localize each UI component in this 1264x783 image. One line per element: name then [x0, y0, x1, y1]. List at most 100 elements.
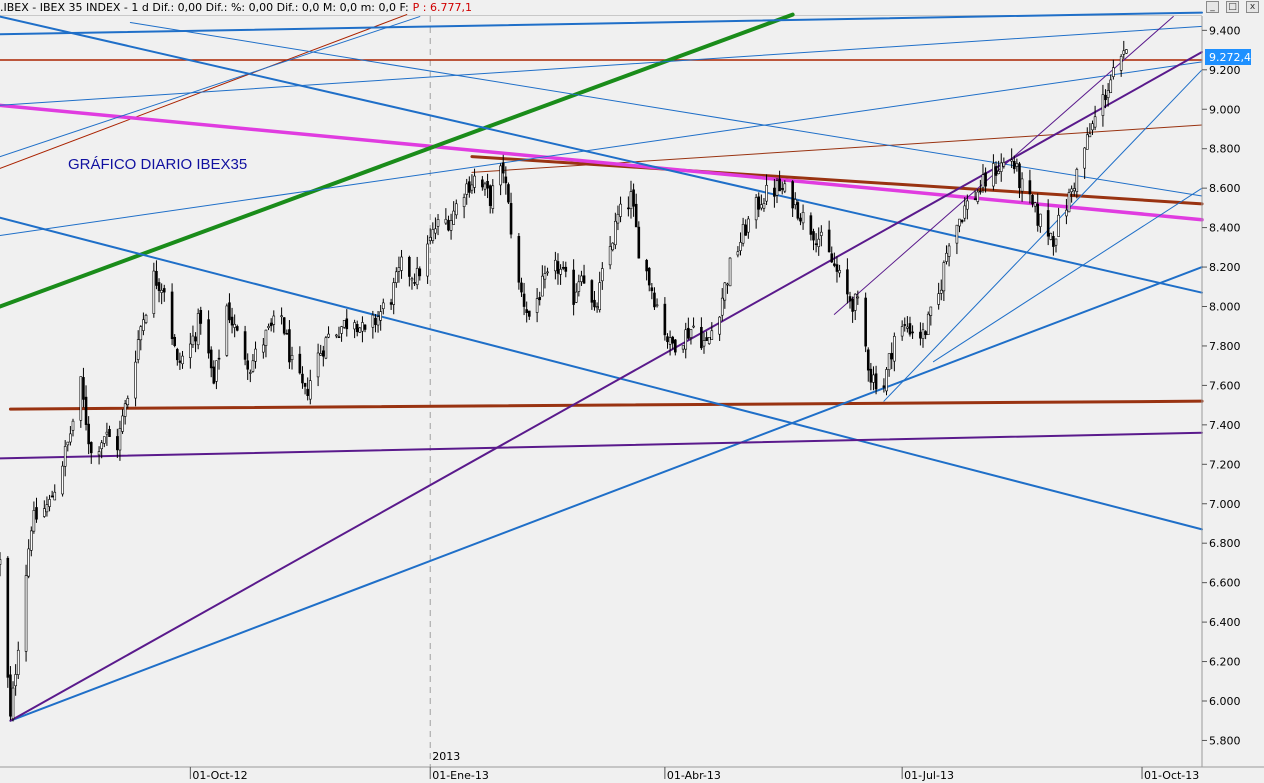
candle-body: [434, 228, 437, 234]
y-tick-label: 9.400: [1209, 24, 1241, 37]
candle-body: [225, 305, 229, 356]
candle-body: [1031, 194, 1034, 205]
candle-body: [653, 292, 656, 308]
candle-body: [61, 465, 64, 495]
candle-body: [465, 183, 469, 195]
candle-body: [1015, 163, 1019, 167]
candle-body: [400, 256, 403, 271]
price-axis[interactable]: 5.800 6.000 6.200 6.400 6.600 6.800 7.000 7.200…: [1202, 24, 1241, 747]
candle-body: [1088, 133, 1092, 138]
candle-body: [228, 302, 231, 321]
candle-body: [1106, 90, 1110, 98]
candle-body: [723, 282, 727, 301]
candle-body: [415, 267, 419, 286]
candle-body: [903, 324, 907, 326]
last-price-label: 9.272,4: [1209, 51, 1251, 64]
candle-body: [285, 333, 289, 335]
candle-body: [509, 203, 513, 235]
candle-body: [947, 245, 951, 257]
candle-body: [900, 326, 904, 337]
candle-body: [994, 166, 998, 176]
candle-body: [1125, 49, 1128, 54]
candle-body: [1033, 202, 1037, 207]
candle-body: [1101, 94, 1105, 116]
candle-body: [869, 368, 873, 383]
candle-body: [872, 374, 875, 383]
candle-body: [885, 369, 888, 392]
trendline: [0, 103, 1204, 222]
candle-body: [363, 324, 367, 330]
window-controls: _ □ x: [1202, 0, 1264, 15]
candle-body: [1039, 213, 1042, 227]
candle-body: [958, 218, 961, 227]
candle-body: [856, 296, 860, 299]
candle-body: [426, 243, 429, 277]
candle-body: [757, 196, 761, 210]
candle-body: [882, 385, 886, 388]
candle-body: [689, 329, 693, 338]
candle-body: [290, 355, 294, 360]
candle-body: [43, 508, 46, 517]
candle-body: [960, 219, 964, 223]
header-price-label: P : 6.777,1: [412, 1, 472, 14]
candle-body: [269, 322, 273, 327]
candle-body: [780, 188, 784, 190]
candle-body: [937, 293, 940, 305]
candle-body: [501, 162, 505, 174]
candle-body: [303, 382, 307, 387]
candle-body: [692, 325, 695, 328]
candle-body: [762, 203, 766, 209]
candle-body: [507, 184, 510, 203]
candle-body: [215, 360, 218, 382]
y-tick-label: 8.600: [1209, 182, 1241, 195]
candle-body: [1067, 192, 1071, 213]
candle-body: [230, 316, 234, 326]
candle-body: [601, 268, 604, 282]
candle-body: [720, 297, 724, 316]
candle-body: [32, 510, 36, 532]
trendline: [0, 431, 1203, 460]
restore-button[interactable]: □: [1226, 1, 1239, 13]
candle-body: [525, 309, 528, 313]
candle-body: [710, 330, 714, 340]
candle-body: [139, 326, 143, 341]
candle-body: [1083, 147, 1086, 169]
candle-body: [491, 185, 495, 209]
candle-body: [817, 238, 821, 247]
minimize-button[interactable]: _: [1206, 1, 1219, 13]
candle-body: [1020, 178, 1024, 192]
plot-area: [0, 16, 1202, 767]
close-button[interactable]: x: [1246, 1, 1259, 13]
candle-body: [564, 266, 568, 272]
candle-body: [14, 674, 17, 687]
candle-body: [1036, 203, 1040, 226]
candle-body: [413, 282, 416, 284]
candle-body: [634, 203, 638, 228]
candle-body: [627, 207, 630, 210]
candle-body: [838, 270, 841, 274]
time-axis[interactable]: 01-Oct-12 01-Ene-13 01-Abr-13 01-Jul-13 01-O…: [189, 767, 1199, 782]
candle-body: [481, 179, 484, 188]
candle-body: [342, 320, 346, 328]
candles: [0, 40, 1128, 722]
candle-body: [705, 337, 708, 341]
candle-body: [908, 323, 912, 335]
candle-body: [209, 349, 213, 369]
candle-body: [499, 165, 502, 186]
candle-body: [582, 275, 586, 284]
y-tick-label: 6.200: [1209, 656, 1241, 669]
y-tick-label: 5.800: [1209, 734, 1241, 747]
candle-body: [462, 197, 466, 207]
candle-body: [973, 198, 977, 200]
candle-body: [353, 322, 356, 330]
candle-body: [681, 345, 685, 350]
trendline: [471, 124, 1203, 173]
candle-body: [84, 396, 88, 425]
candle-body: [812, 231, 815, 241]
candle-body: [520, 282, 523, 293]
candle-body: [741, 224, 745, 244]
candle-body: [454, 203, 458, 216]
candle-body: [108, 429, 111, 437]
trendline: [8, 399, 1204, 411]
